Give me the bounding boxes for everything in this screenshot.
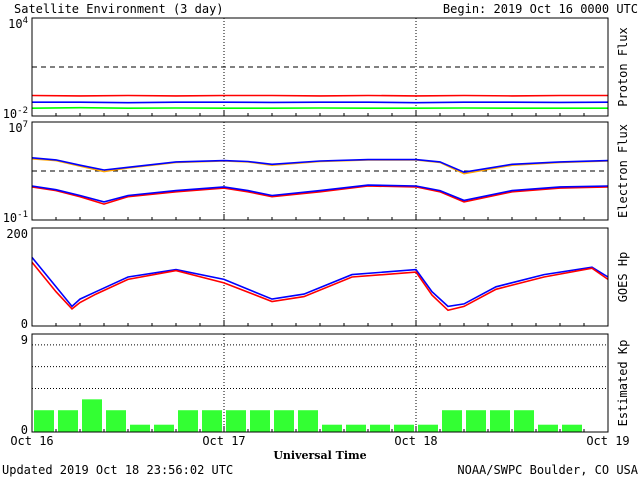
kp-bar-6: [178, 410, 198, 432]
kp-bar-16: [418, 424, 438, 432]
kp-bar-21: [538, 424, 558, 432]
series-line-blue-1: [31, 157, 609, 174]
kp-bar-1: [58, 410, 78, 432]
panel-goes_hp: 200 0 GOES Hp: [6, 227, 630, 331]
updated-time: Updated 2019 Oct 18 23:56:02 UTC: [2, 463, 233, 477]
begin-time: Begin: 2019 Oct 16 0000 UTC: [443, 2, 638, 16]
kp-bar-3: [106, 410, 126, 432]
y-tick-label-0: 9: [21, 333, 28, 347]
x-tick-label-0: Oct 16: [10, 434, 53, 448]
panel-kp: 9 0 Estimated Kp: [21, 333, 630, 437]
x-tick-label-3: Oct 19: [586, 434, 629, 448]
panel-electron: 107 10-1 Electron Flux: [3, 120, 630, 225]
y-axis-title: Estimated Kp: [616, 340, 630, 427]
panel-frame-goes_hp: [31, 227, 609, 327]
y-axis-title: GOES Hp: [616, 252, 630, 303]
y-tick-label-0: 104: [8, 16, 28, 31]
kp-bar-17: [442, 410, 462, 432]
series-line-orange-0: [31, 158, 609, 175]
y-axis-title: Proton Flux: [616, 27, 630, 106]
panels: 104 10-2 Proton Flux 107 10-1 Electron Flux 20…: [3, 16, 630, 437]
credit: NOAA/SWPC Boulder, CO USA: [457, 463, 638, 477]
kp-bar-4: [130, 424, 150, 432]
panel-proton: 104 10-2 Proton Flux: [3, 16, 630, 121]
series-line-green-2: [31, 106, 608, 110]
series-line-blue-1: [32, 101, 609, 104]
kp-bar-8: [226, 410, 246, 432]
kp-bar-15: [394, 424, 414, 432]
y-tick-label-0: 200: [6, 227, 28, 241]
series-line-blue-0: [31, 256, 609, 308]
kp-bar-12: [322, 424, 342, 432]
kp-bar-13: [346, 424, 366, 432]
x-tick-label-1: Oct 17: [202, 434, 245, 448]
kp-bar-5: [154, 424, 174, 432]
kp-bar-19: [490, 410, 510, 432]
chart-title: Satellite Environment (3 day): [14, 2, 224, 16]
y-tick-label-1: 0: [21, 423, 28, 437]
series-line-red-2: [31, 185, 609, 205]
kp-bar-14: [370, 424, 390, 432]
kp-bar-18: [466, 410, 486, 432]
series-line-red-1: [31, 261, 609, 312]
kp-bar-2: [82, 399, 102, 432]
kp-bar-0: [34, 410, 54, 432]
kp-bar-9: [250, 410, 270, 432]
y-axis-title: Electron Flux: [616, 124, 630, 218]
y-tick-label-1: 0: [21, 317, 28, 331]
y-tick-label-1: 10-1: [3, 210, 28, 225]
x-axis-title: Universal Time: [273, 449, 366, 462]
kp-bar-10: [274, 410, 294, 432]
kp-bar-7: [202, 410, 222, 432]
x-axis: Oct 16 Oct 17 Oct 18 Oct 19 Universal Ti…: [10, 434, 629, 462]
x-tick-label-2: Oct 18: [394, 434, 437, 448]
y-tick-label-1: 10-2: [3, 106, 28, 121]
series-line-blue-3: [31, 184, 609, 203]
kp-bar-22: [562, 424, 582, 432]
kp-bar-11: [298, 410, 318, 432]
kp-bar-20: [514, 410, 534, 432]
y-tick-label-0: 107: [8, 120, 28, 135]
